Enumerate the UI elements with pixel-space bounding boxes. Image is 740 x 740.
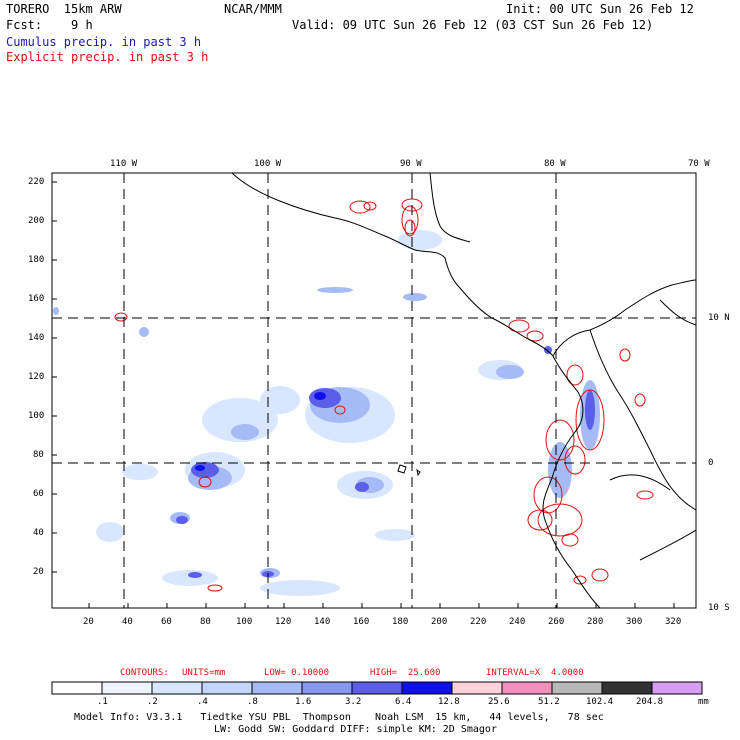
- x-tick-label: 280: [587, 617, 604, 627]
- colorbar-cell: [251, 681, 303, 695]
- contour-prefix: CONTOURS:: [120, 668, 169, 678]
- map-frame: [51, 172, 697, 609]
- colorbar-cell: [201, 681, 253, 695]
- lon-label: 80 W: [544, 159, 566, 169]
- x-tick-label: 100: [236, 617, 253, 627]
- x-tick-label: 320: [665, 617, 682, 627]
- lon-label: 110 W: [110, 159, 138, 169]
- colorbar-label: 25.6: [488, 697, 510, 707]
- contour-interval: INTERVAL=X 4.0000: [486, 668, 584, 678]
- contour-high: HIGH= 25.600: [370, 668, 441, 678]
- colorbar-label: .1: [97, 697, 108, 707]
- y-tick-label: 180: [28, 255, 45, 265]
- colorbar-label: 6.4: [395, 697, 412, 707]
- colorbar-cell: [101, 681, 153, 695]
- valid-time: Valid: 09 UTC Sun 26 Feb 12 (03 CST Sun …: [292, 18, 654, 32]
- x-tick-label: 60: [161, 617, 172, 627]
- colorbar-cell: [501, 681, 553, 695]
- colorbar-label: 3.2: [345, 697, 362, 707]
- colorbar-cells: [51, 681, 703, 695]
- forecast-hour: Fcst: 9 h: [6, 18, 93, 32]
- model-name: TORERO 15km ARW: [6, 2, 122, 16]
- y-tick-label: 220: [28, 177, 45, 187]
- colorbar-cell: [651, 681, 703, 695]
- x-tick-label: 260: [548, 617, 565, 627]
- lat-label: 0: [708, 458, 714, 468]
- x-tick-label: 200: [431, 617, 448, 627]
- x-tick-label: 20: [83, 617, 94, 627]
- x-tick-label: 140: [314, 617, 331, 627]
- y-tick-label: 40: [33, 528, 44, 538]
- lat-label: 10 S: [708, 603, 730, 613]
- colorbar-cell: [601, 681, 653, 695]
- y-tick-label: 60: [33, 489, 44, 499]
- lon-label: 100 W: [254, 159, 282, 169]
- lat-label: 10 N: [708, 313, 730, 323]
- y-tick-label: 120: [28, 372, 45, 382]
- colorbar-label: 12.8: [438, 697, 460, 707]
- colorbar-cell: [301, 681, 353, 695]
- colorbar-label: .8: [247, 697, 258, 707]
- field-explicit-label: Explicit precip. in past 3 h: [6, 50, 209, 64]
- colorbar-unit: mm: [698, 697, 709, 707]
- axis-ticks: [52, 181, 675, 608]
- colorbar-cell: [551, 681, 603, 695]
- x-tick-label: 240: [509, 617, 526, 627]
- field-cumulus-label: Cumulus precip. in past 3 h: [6, 35, 202, 49]
- colorbar-cell: [351, 681, 403, 695]
- y-tick-label: 160: [28, 294, 45, 304]
- lon-label: 70 W: [688, 159, 710, 169]
- x-tick-label: 160: [353, 617, 370, 627]
- model-info: Model Info: V3.3.1 Tiedtke YSU PBL Thomp…: [74, 712, 604, 723]
- y-tick-label: 100: [28, 411, 45, 421]
- grid-lines: [52, 173, 696, 608]
- colorbar-label: .2: [147, 697, 158, 707]
- colorbar-label: .4: [197, 697, 208, 707]
- cumulus-precip-shading: [53, 230, 600, 596]
- explicit-precip-contours: [114, 198, 654, 592]
- colorbar-label: 1.6: [295, 697, 312, 707]
- colorbar-cell: [451, 681, 503, 695]
- x-tick-label: 80: [200, 617, 211, 627]
- y-tick-label: 20: [33, 567, 44, 577]
- colorbar-cell: [151, 681, 203, 695]
- y-tick-label: 200: [28, 216, 45, 226]
- coastlines: [231, 173, 696, 608]
- colorbar-label: 51.2: [538, 697, 560, 707]
- y-tick-label: 80: [33, 450, 44, 460]
- contour-low: LOW= 0.10000: [264, 668, 330, 678]
- x-tick-label: 220: [470, 617, 487, 627]
- x-tick-label: 180: [392, 617, 409, 627]
- organization: NCAR/MMM: [224, 2, 282, 16]
- x-tick-label: 300: [626, 617, 643, 627]
- x-tick-label: 40: [122, 617, 133, 627]
- colorbar: [51, 681, 703, 695]
- colorbar-cell: [51, 681, 103, 695]
- colorbar-label: 204.8: [636, 697, 664, 707]
- init-time: Init: 00 UTC Sun 26 Feb 12: [506, 2, 694, 16]
- model-info-physics: LW: Godd SW: Goddard DIFF: simple KM: 2D…: [214, 724, 497, 735]
- lon-label: 90 W: [400, 159, 422, 169]
- colorbar-cell: [401, 681, 453, 695]
- y-tick-label: 140: [28, 333, 45, 343]
- contour-units: UNITS=mm: [182, 668, 226, 678]
- colorbar-label: 102.4: [586, 697, 614, 707]
- x-tick-label: 120: [275, 617, 292, 627]
